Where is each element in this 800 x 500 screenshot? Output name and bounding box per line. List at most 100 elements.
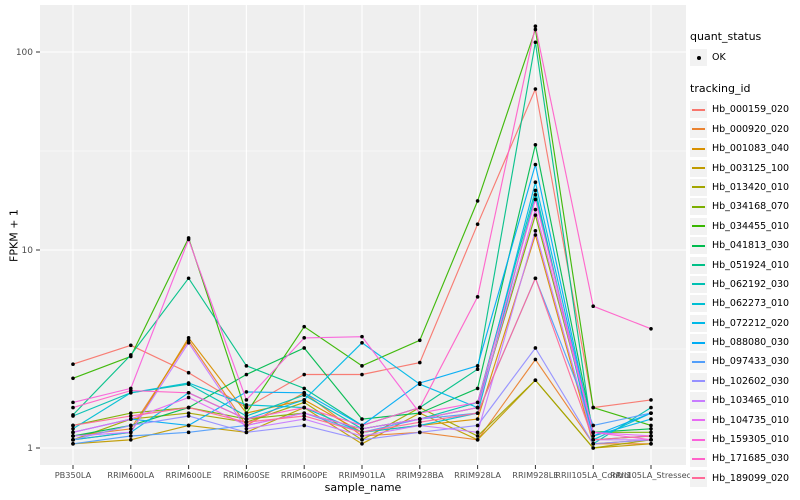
data-point <box>71 414 75 418</box>
x-tick-label: RRIM600LE <box>165 470 211 480</box>
data-point <box>649 423 653 428</box>
data-point <box>533 346 538 350</box>
data-point <box>591 405 595 410</box>
x-tick-label: RRIM928BA <box>396 470 444 480</box>
data-point <box>302 398 307 402</box>
data-point <box>244 398 249 402</box>
legend-line-swatch <box>692 380 705 383</box>
data-point <box>475 364 480 368</box>
data-point <box>244 420 249 424</box>
data-point <box>302 405 307 410</box>
plot-panel <box>40 5 686 465</box>
data-point <box>475 222 480 226</box>
data-point <box>71 442 75 446</box>
legend-key-box <box>690 178 707 196</box>
legend-item-label: Hb_041813_030 <box>712 240 790 252</box>
legend-item: Hb_189099_020 <box>690 469 800 487</box>
x-tick-label: RRIM928LA <box>454 470 501 480</box>
legend-line-swatch <box>692 147 705 150</box>
legend-key-box <box>690 159 707 177</box>
y-tick-label: 100 <box>16 48 33 58</box>
data-point <box>649 398 653 402</box>
legend-key-box <box>690 411 707 429</box>
data-point <box>360 340 364 345</box>
data-point <box>649 434 653 438</box>
data-point <box>418 430 422 435</box>
data-point <box>591 430 595 435</box>
data-point <box>71 405 75 410</box>
data-point <box>129 411 133 415</box>
data-point <box>244 411 249 415</box>
legend-key-box <box>690 392 707 410</box>
legend-item-label: Hb_013420_010 <box>712 181 790 193</box>
legend-item-label: Hb_072212_020 <box>712 317 790 329</box>
data-point <box>533 378 538 383</box>
data-point <box>302 336 307 340</box>
legend-item: Hb_003125_100 <box>690 159 800 177</box>
legend-key-box <box>690 334 707 352</box>
data-point <box>302 423 307 428</box>
legend-item-label: Hb_159305_010 <box>712 434 790 446</box>
legend-line-swatch <box>692 283 705 286</box>
data-point <box>186 411 191 415</box>
data-point <box>302 372 307 377</box>
data-point <box>302 414 307 418</box>
data-point <box>71 434 75 438</box>
legend-item-label: Hb_034455_010 <box>712 220 790 232</box>
data-point <box>129 343 133 348</box>
data-point <box>71 427 75 431</box>
legend-item-label: Hb_034168_070 <box>712 201 790 213</box>
data-point <box>591 442 595 446</box>
data-point <box>71 423 75 428</box>
data-point <box>186 414 191 418</box>
data-point <box>186 381 191 385</box>
y-tick-label: 10 <box>22 246 34 256</box>
data-point <box>533 229 538 233</box>
data-point <box>418 405 422 410</box>
legend-item: Hb_072212_020 <box>690 314 800 332</box>
data-point <box>591 446 595 450</box>
data-point <box>649 417 653 421</box>
data-point <box>360 417 364 421</box>
grid-minor <box>40 150 686 350</box>
data-point <box>186 395 191 400</box>
legend-item-label: OK <box>712 52 726 63</box>
data-point <box>418 338 422 343</box>
data-point <box>244 427 249 431</box>
data-point <box>533 207 538 212</box>
data-point <box>475 411 480 415</box>
x-tick-label: RRIM901LA <box>339 470 386 480</box>
legend-item-label: Hb_171685_030 <box>712 453 790 465</box>
legend-line-swatch <box>692 322 705 325</box>
data-point <box>533 27 538 32</box>
x-tick-label: RRIM600LA <box>107 470 154 480</box>
legend-key-box <box>690 275 707 293</box>
data-point <box>186 370 191 375</box>
legend-item-label: Hb_062273_010 <box>712 298 790 310</box>
legend-item: Hb_013420_010 <box>690 178 800 196</box>
data-point <box>649 430 653 435</box>
data-point <box>129 417 133 421</box>
x-tick-label: PB350LA <box>55 470 92 480</box>
data-point <box>129 353 133 357</box>
data-point <box>186 405 191 410</box>
legend-line-swatch <box>692 419 705 422</box>
data-point <box>186 423 191 428</box>
legend-key-box <box>690 314 707 332</box>
data-point <box>475 386 480 391</box>
legend-key-box <box>690 431 707 449</box>
data-point <box>591 434 595 438</box>
data-point <box>244 414 249 418</box>
legend-line-swatch <box>692 399 705 402</box>
legend-item-label: Hb_104735_010 <box>712 414 790 426</box>
data-point <box>302 411 307 415</box>
legend-line-swatch <box>692 341 705 344</box>
legend-item-label: Hb_051924_010 <box>712 259 790 271</box>
data-point <box>129 388 133 393</box>
legend-key-box <box>690 198 707 216</box>
legend-line-swatch <box>692 205 705 208</box>
data-point <box>186 391 191 395</box>
legend-key-box <box>690 295 707 313</box>
data-point <box>418 420 422 424</box>
legend-item-label: Hb_088080_030 <box>712 337 790 349</box>
